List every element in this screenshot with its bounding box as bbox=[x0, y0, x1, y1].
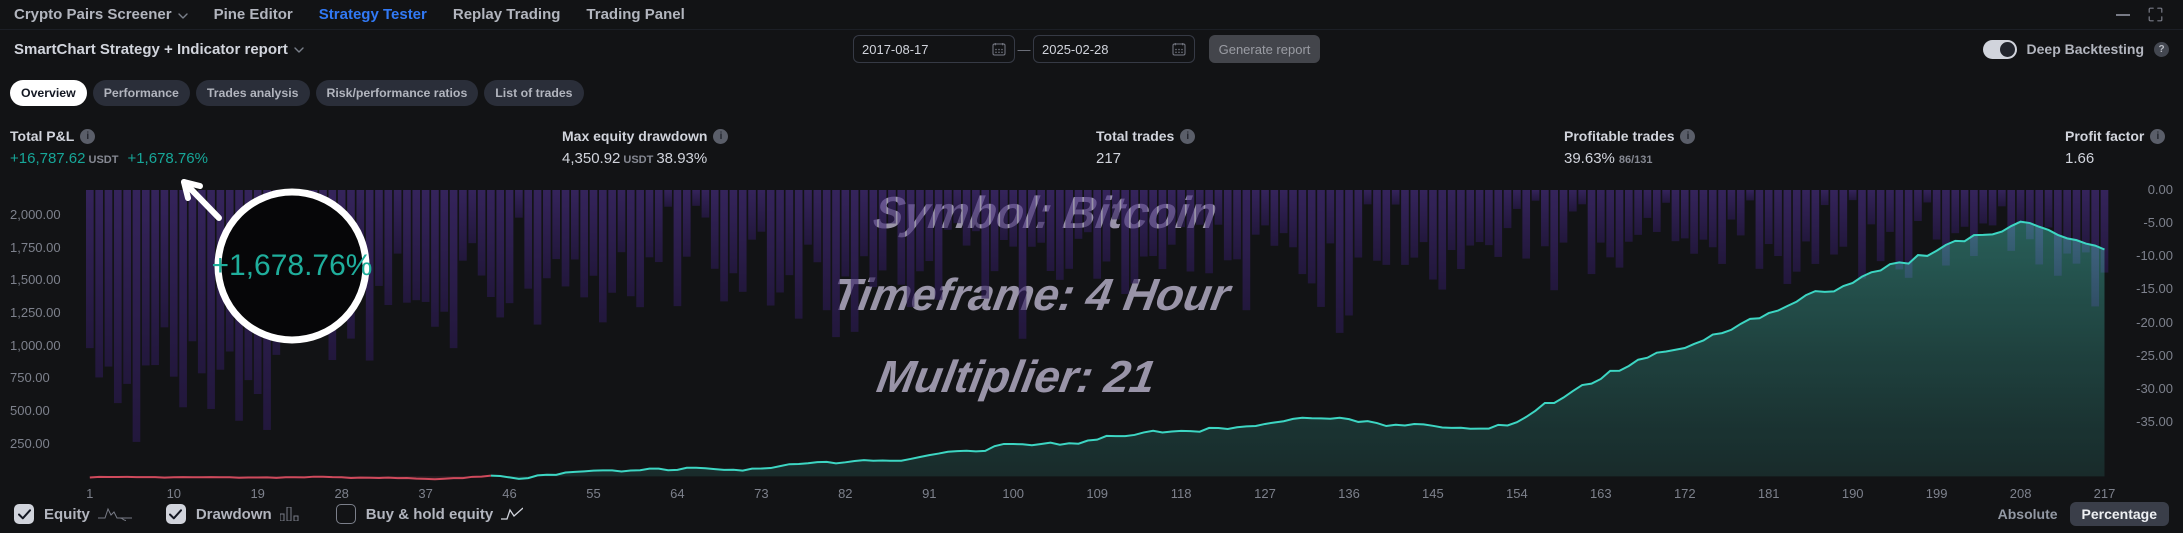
svg-text:Timeframe: 4 Hour: Timeframe: 4 Hour bbox=[828, 269, 1236, 320]
svg-text:Multiplier: 21: Multiplier: 21 bbox=[873, 351, 1159, 402]
